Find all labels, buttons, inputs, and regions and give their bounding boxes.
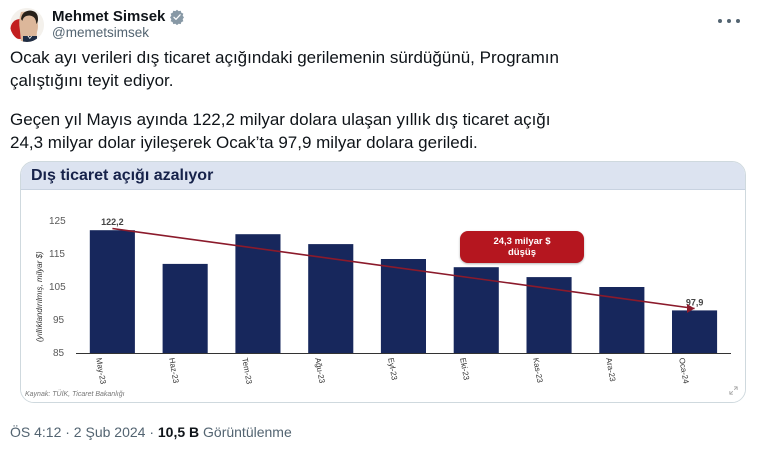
svg-text:122,2: 122,2 — [101, 217, 124, 227]
